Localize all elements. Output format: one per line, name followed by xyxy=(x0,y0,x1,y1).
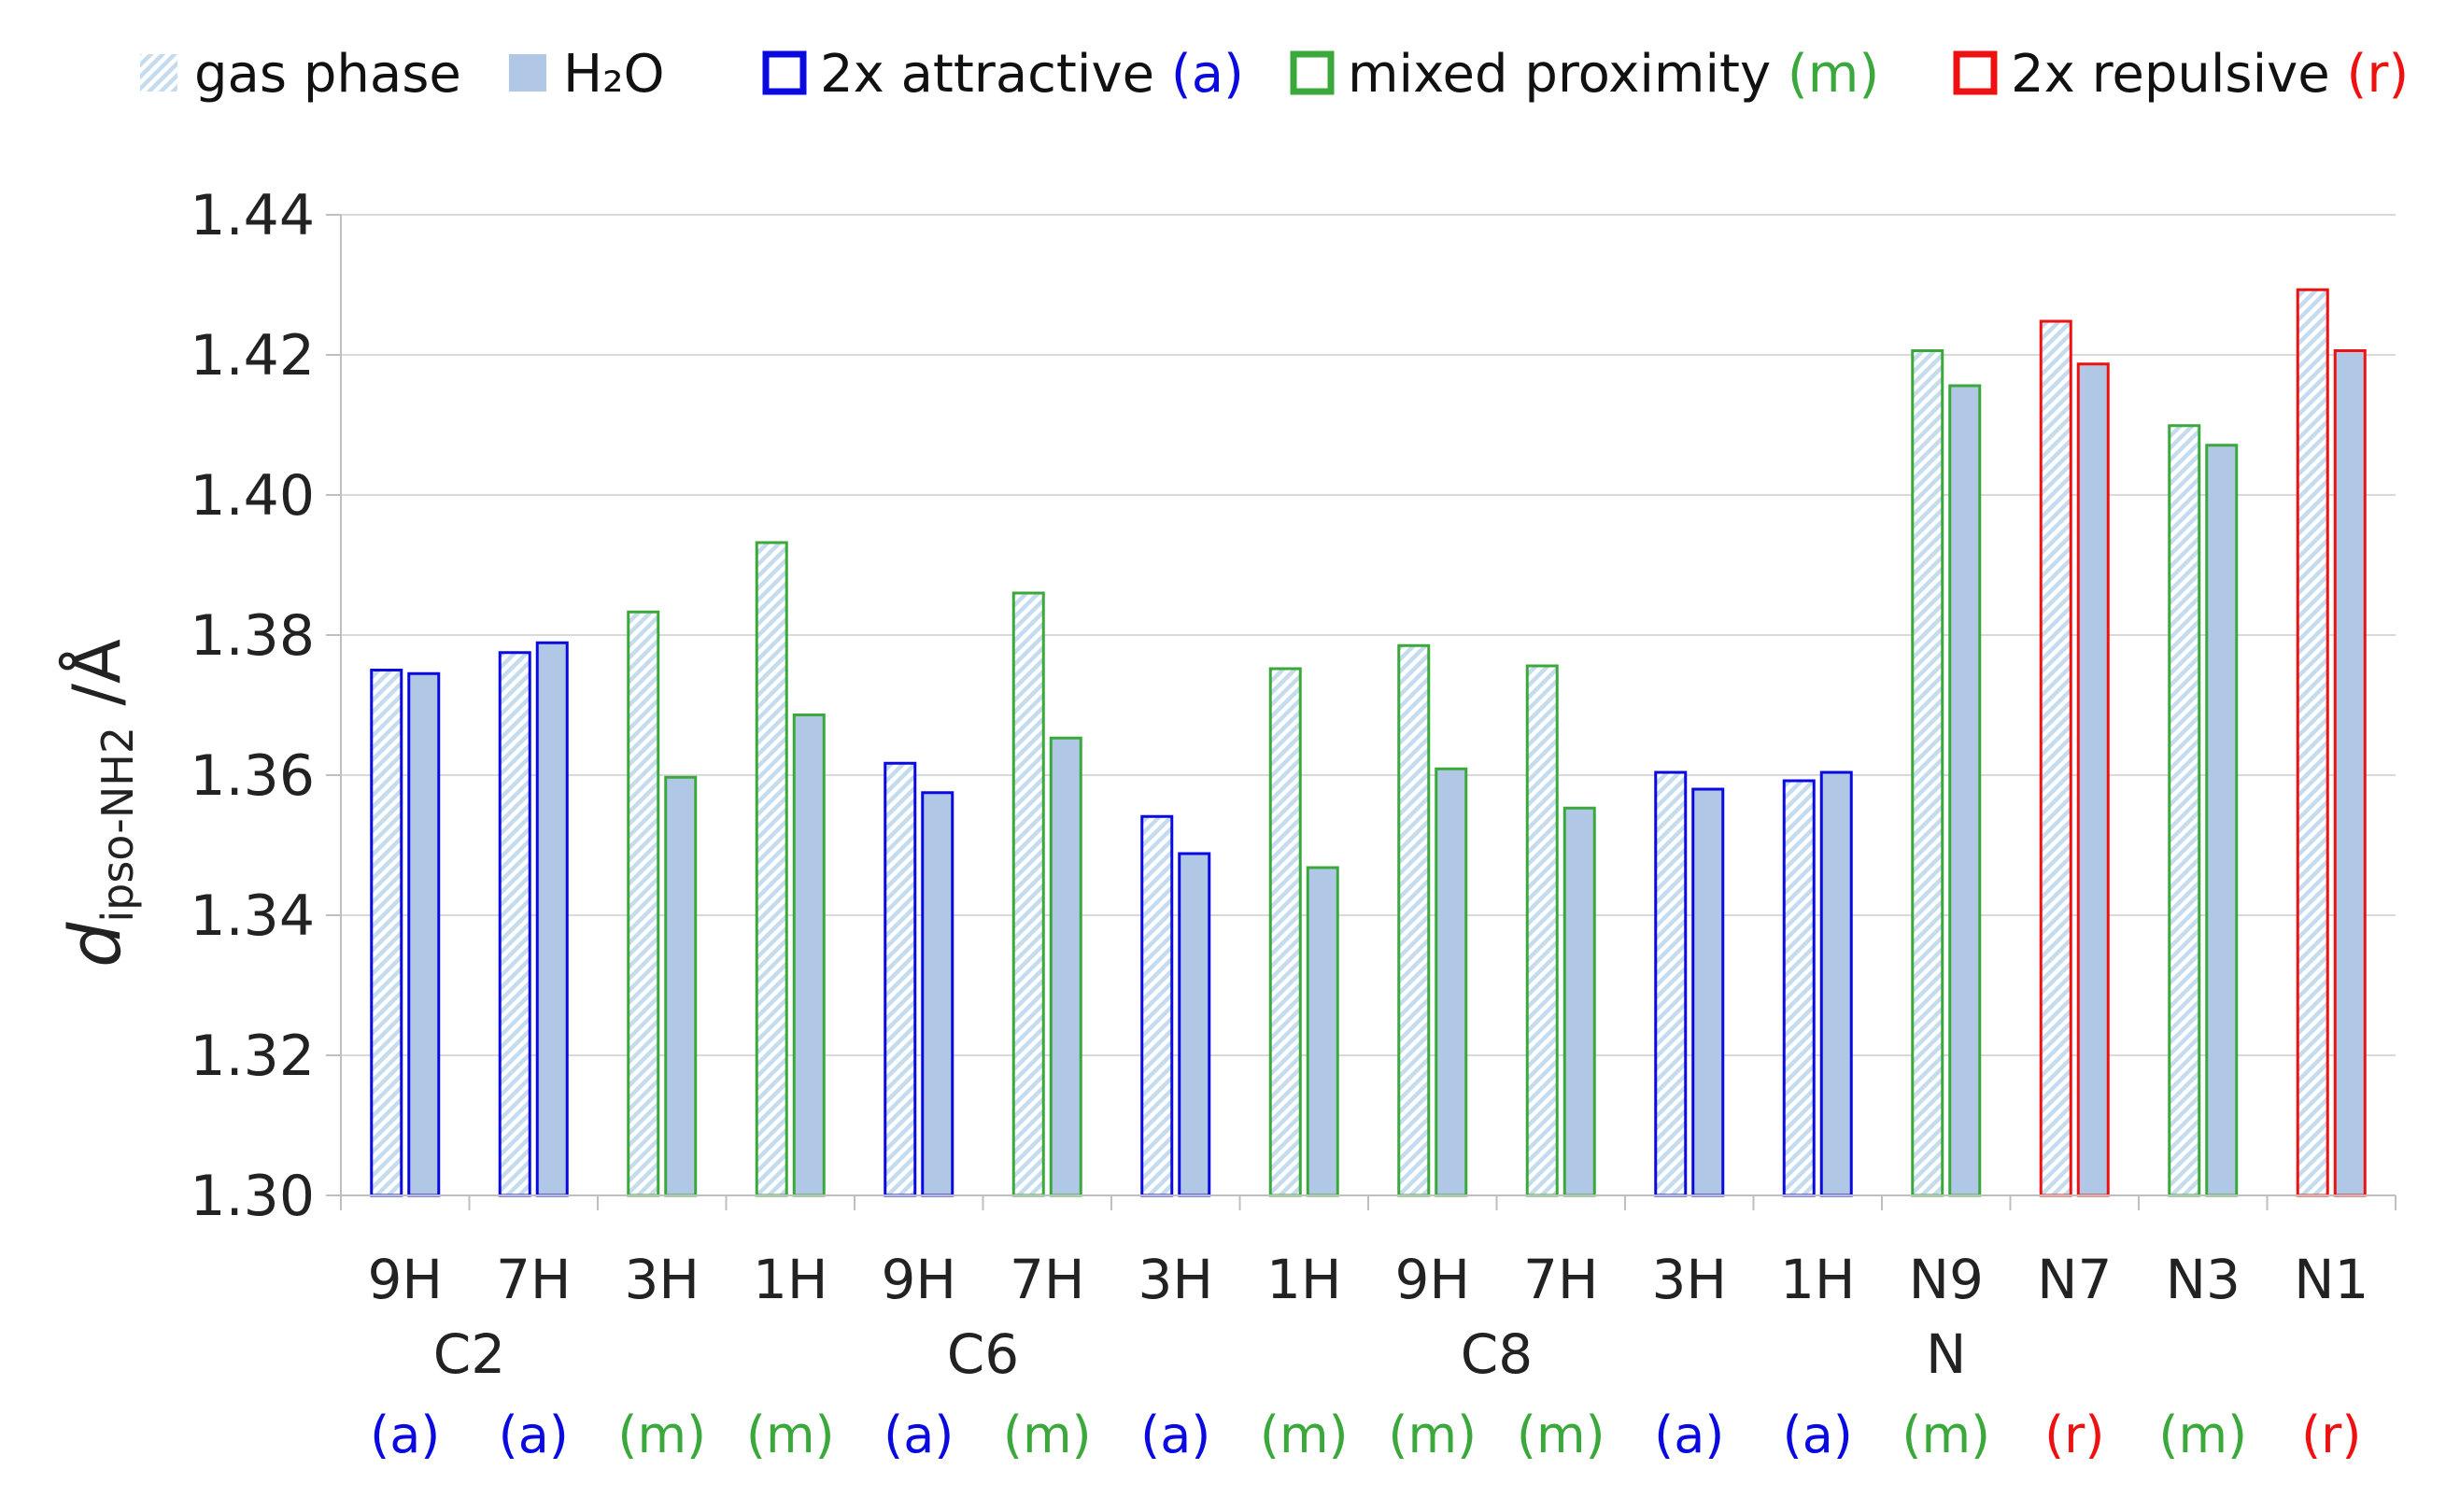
bar-gas-phase xyxy=(1268,667,1302,1197)
x-category-label: 1H xyxy=(1780,1248,1856,1311)
y-axis-label-unit: /Å xyxy=(59,639,135,727)
bar-gas-phase xyxy=(2296,288,2329,1197)
x-labels: 9H (a) 7H (a) 3H (m) 1H (m) 9H (a) 7H (m) 3H (a) 1H (m)… xyxy=(367,1248,2368,1464)
bar-h2o xyxy=(407,671,441,1197)
legend: gas phase H₂O 2x attractive (a) mixed proxi… xyxy=(140,44,2409,105)
legend-label: 2x attractive (a) xyxy=(820,44,1244,105)
proximity-label: (m) xyxy=(617,1406,706,1464)
legend-swatch xyxy=(762,50,807,95)
proximity-label: (a) xyxy=(1140,1406,1210,1464)
proximity-label: (m) xyxy=(1003,1406,1092,1464)
bar-h2o xyxy=(664,775,698,1197)
y-axis-label-main: d xyxy=(53,922,136,968)
bar-gas-phase xyxy=(755,541,788,1197)
bar-gas-phase xyxy=(498,651,531,1197)
bars xyxy=(370,288,2367,1197)
proximity-label: (a) xyxy=(884,1406,954,1464)
y-tick-label: 1.40 xyxy=(190,463,315,529)
bar-gas-phase xyxy=(884,761,917,1197)
x-category-label: N9 xyxy=(1909,1248,1984,1311)
bar-gas-phase xyxy=(1654,770,1688,1197)
x-category-label: N1 xyxy=(2294,1248,2368,1311)
proximity-label: (a) xyxy=(1783,1406,1853,1464)
bar-h2o xyxy=(1691,787,1725,1197)
bar-gas-phase xyxy=(1397,643,1431,1197)
x-group-label: C2 xyxy=(433,1322,505,1386)
y-tick-label: 1.34 xyxy=(190,883,315,949)
legend-label: gas phase xyxy=(194,44,461,105)
axes xyxy=(340,215,2397,1210)
bar-h2o xyxy=(2076,362,2110,1197)
proximity-label: (r) xyxy=(2044,1406,2104,1464)
proximity-label: (a) xyxy=(499,1406,569,1464)
y-tick-label: 1.30 xyxy=(190,1164,315,1229)
bar-gas-phase xyxy=(627,610,660,1197)
x-category-label: 3H xyxy=(1651,1248,1727,1311)
proximity-label: (m) xyxy=(1260,1406,1349,1464)
y-axis-label: dipso-NH2 /Å xyxy=(53,639,143,968)
legend-swatch xyxy=(1953,50,1998,95)
legend-label: H₂O xyxy=(563,44,665,105)
bar-gas-phase xyxy=(2168,424,2201,1197)
x-group-label: N xyxy=(1926,1322,1966,1386)
proximity-label: (a) xyxy=(370,1406,440,1464)
legend-swatch xyxy=(509,54,546,92)
bar-h2o xyxy=(1562,806,1596,1197)
bar-gas-phase xyxy=(1782,779,1816,1197)
y-tick-label: 1.32 xyxy=(190,1024,315,1089)
proximity-label: (m) xyxy=(1902,1406,1990,1464)
legend-label: 2x repulsive (r) xyxy=(2011,44,2409,105)
bar-h2o xyxy=(2205,444,2239,1197)
x-category-label: 7H xyxy=(496,1248,572,1311)
bar-h2o xyxy=(2333,349,2367,1197)
bar-h2o xyxy=(1306,866,1339,1197)
y-ticks: 1.30 1.32 1.34 1.36 1.38 1.40 1.42 1.44 xyxy=(190,183,341,1229)
proximity-label: (m) xyxy=(1388,1406,1477,1464)
y-tick-label: 1.42 xyxy=(190,323,315,389)
bar-gas-phase xyxy=(1911,349,1944,1197)
bar-h2o xyxy=(1819,770,1853,1197)
x-category-label: 7H xyxy=(1010,1248,1085,1311)
legend-label: mixed proximity (m) xyxy=(1348,44,1879,105)
x-category-label: 9H xyxy=(881,1248,956,1311)
bar-h2o xyxy=(1948,384,1982,1197)
legend-swatch xyxy=(1290,50,1335,95)
bar-gas-phase xyxy=(1011,591,1045,1197)
y-tick-label: 1.44 xyxy=(190,183,315,248)
y-tick-label: 1.38 xyxy=(190,603,315,669)
y-tick-label: 1.36 xyxy=(190,743,315,809)
y-axis-label-sub: ipso-NH2 xyxy=(92,727,143,923)
x-category-label: N7 xyxy=(2037,1248,2112,1311)
x-category-label: 3H xyxy=(624,1248,700,1311)
x-category-label: 3H xyxy=(1138,1248,1213,1311)
bar-h2o xyxy=(1178,852,1211,1197)
bar-h2o xyxy=(1435,767,1468,1197)
bar-gas-phase xyxy=(2039,319,2072,1197)
proximity-label: (m) xyxy=(1517,1406,1605,1464)
bar-gas-phase xyxy=(1525,664,1559,1197)
x-category-label: 1H xyxy=(753,1248,828,1311)
legend-swatch xyxy=(140,54,177,92)
x-category-label: 9H xyxy=(367,1248,443,1311)
bar-h2o xyxy=(1049,736,1082,1197)
bar-h2o xyxy=(921,791,954,1197)
x-category-label: 7H xyxy=(1523,1248,1599,1311)
proximity-label: (m) xyxy=(746,1406,835,1464)
x-group-label: C8 xyxy=(1461,1322,1533,1386)
x-category-label: N3 xyxy=(2166,1248,2241,1311)
proximity-label: (m) xyxy=(2158,1406,2247,1464)
bar-h2o xyxy=(792,714,826,1197)
proximity-label: (r) xyxy=(2301,1406,2361,1464)
x-category-label: 1H xyxy=(1266,1248,1342,1311)
bar-gas-phase xyxy=(1140,814,1174,1197)
bar-h2o xyxy=(535,641,569,1197)
x-category-label: 9H xyxy=(1394,1248,1470,1311)
proximity-label: (a) xyxy=(1654,1406,1724,1464)
x-group-label: C6 xyxy=(947,1322,1019,1386)
bar-gas-phase xyxy=(370,669,403,1197)
